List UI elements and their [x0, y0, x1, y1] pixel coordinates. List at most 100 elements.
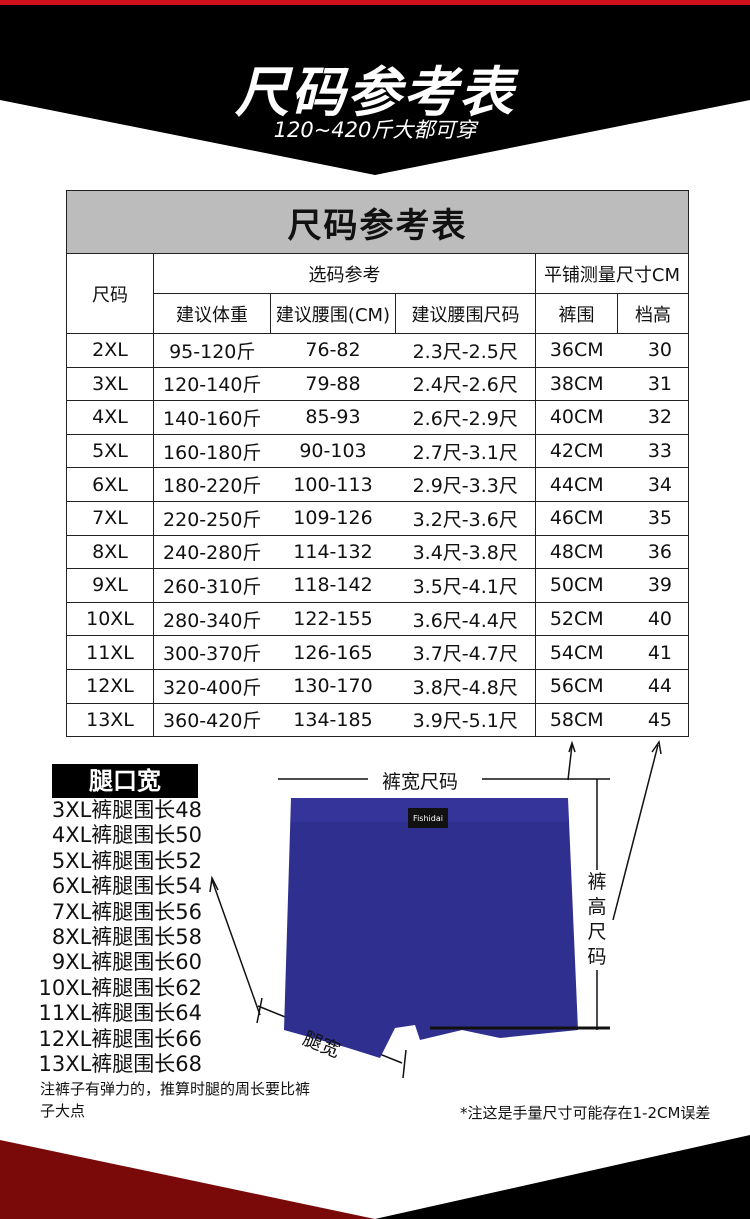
table-cell: 260-310斤: [153, 568, 271, 603]
table-cell: 320-400斤: [153, 668, 271, 704]
brand-label: Fishidai: [413, 814, 443, 823]
error-note: *注这是手量尺寸可能存在1-2CM误差: [460, 1104, 711, 1122]
table-cell: 45: [617, 702, 689, 738]
table-row: 2XL 95-120斤 76-82 2.3尺-2.5尺 36CM 30: [66, 333, 689, 368]
table-cell: 48CM: [535, 534, 618, 570]
table-row: 11XL 300-370斤 126-165 3.7尺-4.7尺 54CM 41: [66, 635, 689, 670]
table-cell: 56CM: [535, 668, 618, 704]
table-cell: 2.9尺-3.3尺: [395, 467, 536, 502]
leg-item: 7XL裤腿围长56: [51, 899, 202, 924]
table-cell: 114-132: [270, 534, 396, 570]
table-cell: 3.9尺-5.1尺: [395, 702, 536, 738]
table-cell: 5XL: [66, 433, 154, 469]
table-cell: 35: [617, 500, 689, 536]
table-row: 7XL 220-250斤 109-126 3.2尺-3.6尺 46CM 35: [66, 500, 689, 536]
col-header: 建议体重: [153, 293, 271, 334]
table-cell: 2XL: [66, 333, 154, 368]
table-cell: 42CM: [535, 433, 618, 469]
table-cell: 11XL: [66, 635, 154, 670]
table-cell: 2.7尺-3.1尺: [395, 433, 536, 469]
leg-item: 13XL裤腿围长68: [38, 1052, 202, 1077]
group-header-measure: 平铺测量尺寸CM: [535, 253, 689, 294]
table-cell: 180-220斤: [153, 467, 271, 502]
table-cell: 3.5尺-4.1尺: [395, 568, 536, 603]
table-cell: 12XL: [66, 668, 154, 704]
table-cell: 38CM: [535, 366, 618, 402]
table-cell: 134-185: [270, 702, 396, 738]
table-cell: 41: [617, 635, 689, 670]
leg-width-title: 腿口宽: [52, 764, 198, 798]
table-cell: 10XL: [66, 601, 154, 637]
underwear-image: [284, 798, 578, 1058]
table-cell: 240-280斤: [153, 534, 271, 570]
table-cell: 90-103: [270, 433, 396, 469]
leg-item: 8XL裤腿围长58: [51, 925, 202, 950]
leg-item: 12XL裤腿围长66: [38, 1026, 202, 1051]
table-cell: 3.7尺-4.7尺: [395, 635, 536, 670]
table-cell: 52CM: [535, 601, 618, 637]
table-cell: 2.6尺-2.9尺: [395, 400, 536, 435]
table-row: 10XL 280-340斤 122-155 3.6尺-4.4尺 52CM 40: [66, 601, 689, 637]
table-cell: 118-142: [270, 568, 396, 603]
table-cell: 300-370斤: [153, 635, 271, 670]
table-cell: 4XL: [66, 400, 154, 435]
leg-item: 10XL裤腿围长62: [38, 975, 202, 1000]
leg-item: 11XL裤腿围长64: [38, 1001, 202, 1026]
table-cell: 160-180斤: [153, 433, 271, 469]
group-header-reference: 选码参考: [153, 253, 536, 294]
garment-diagram: Fishidai: [209, 740, 662, 1079]
table-row: 13XL 360-420斤 134-185 3.9尺-5.1尺 58CM 45: [66, 702, 689, 738]
table-cell: 39: [617, 568, 689, 603]
table-cell: 3.8尺-4.8尺: [395, 668, 536, 704]
table-cell: 50CM: [535, 568, 618, 603]
banner-subtitle: 120~420斤大都可穿: [273, 118, 477, 142]
table-cell: 120-140斤: [153, 366, 271, 402]
table-cell: 3.4尺-3.8尺: [395, 534, 536, 570]
table-cell: 126-165: [270, 635, 396, 670]
table-cell: 31: [617, 366, 689, 402]
table-cell: 109-126: [270, 500, 396, 536]
table-cell: 79-88: [270, 366, 396, 402]
size-header: 尺码: [66, 253, 154, 334]
leg-item: 4XL裤腿围长50: [51, 823, 202, 848]
table-cell: 40CM: [535, 400, 618, 435]
table-cell: 3.2尺-3.6尺: [395, 500, 536, 536]
table-cell: 130-170: [270, 668, 396, 704]
table-cell: 2.4尺-2.6尺: [395, 366, 536, 402]
table-cell: 3XL: [66, 366, 154, 402]
leg-item: 6XL裤腿围长54: [51, 874, 202, 899]
table-title: 尺码参考表: [66, 190, 689, 254]
header-banner: [0, 0, 750, 175]
table-cell: 9XL: [66, 568, 154, 603]
table-cell: 76-82: [270, 333, 396, 368]
col-header: 建议腰围(CM): [270, 293, 396, 334]
table-cell: 7XL: [66, 500, 154, 536]
table-cell: 2.3尺-2.5尺: [395, 333, 536, 368]
table-cell: 33: [617, 433, 689, 469]
footer-decoration: [0, 1135, 750, 1219]
table-cell: 44: [617, 668, 689, 704]
table-cell: 3.6尺-4.4尺: [395, 601, 536, 637]
col-header: 裤围: [535, 293, 618, 334]
leg-item: 3XL裤腿围长48: [51, 798, 202, 822]
table-cell: 30: [617, 333, 689, 368]
table-row: 8XL 240-280斤 114-132 3.4尺-3.8尺 48CM 36: [66, 534, 689, 570]
col-header: 档高: [617, 293, 689, 334]
table-cell: 100-113: [270, 467, 396, 502]
table-cell: 44CM: [535, 467, 618, 502]
table-cell: 34: [617, 467, 689, 502]
banner-title: 尺码参考表: [235, 61, 515, 124]
table-cell: 8XL: [66, 534, 154, 570]
table-cell: 54CM: [535, 635, 618, 670]
table-cell: 95-120斤: [153, 333, 271, 368]
width-label: 裤宽尺码: [382, 771, 459, 793]
table-row: 12XL 320-400斤 130-170 3.8尺-4.8尺 56CM 44: [66, 668, 689, 704]
table-row: 5XL 160-180斤 90-103 2.7尺-3.1尺 42CM 33: [66, 433, 689, 469]
table-row: 3XL 120-140斤 79-88 2.4尺-2.6尺 38CM 31: [66, 366, 689, 402]
table-cell: 32: [617, 400, 689, 435]
table-cell: 140-160斤: [153, 400, 271, 435]
table-cell: 122-155: [270, 601, 396, 637]
table-cell: 360-420斤: [153, 702, 271, 738]
leg-item: 5XL裤腿围长52: [51, 848, 202, 873]
table-cell: 36: [617, 534, 689, 570]
